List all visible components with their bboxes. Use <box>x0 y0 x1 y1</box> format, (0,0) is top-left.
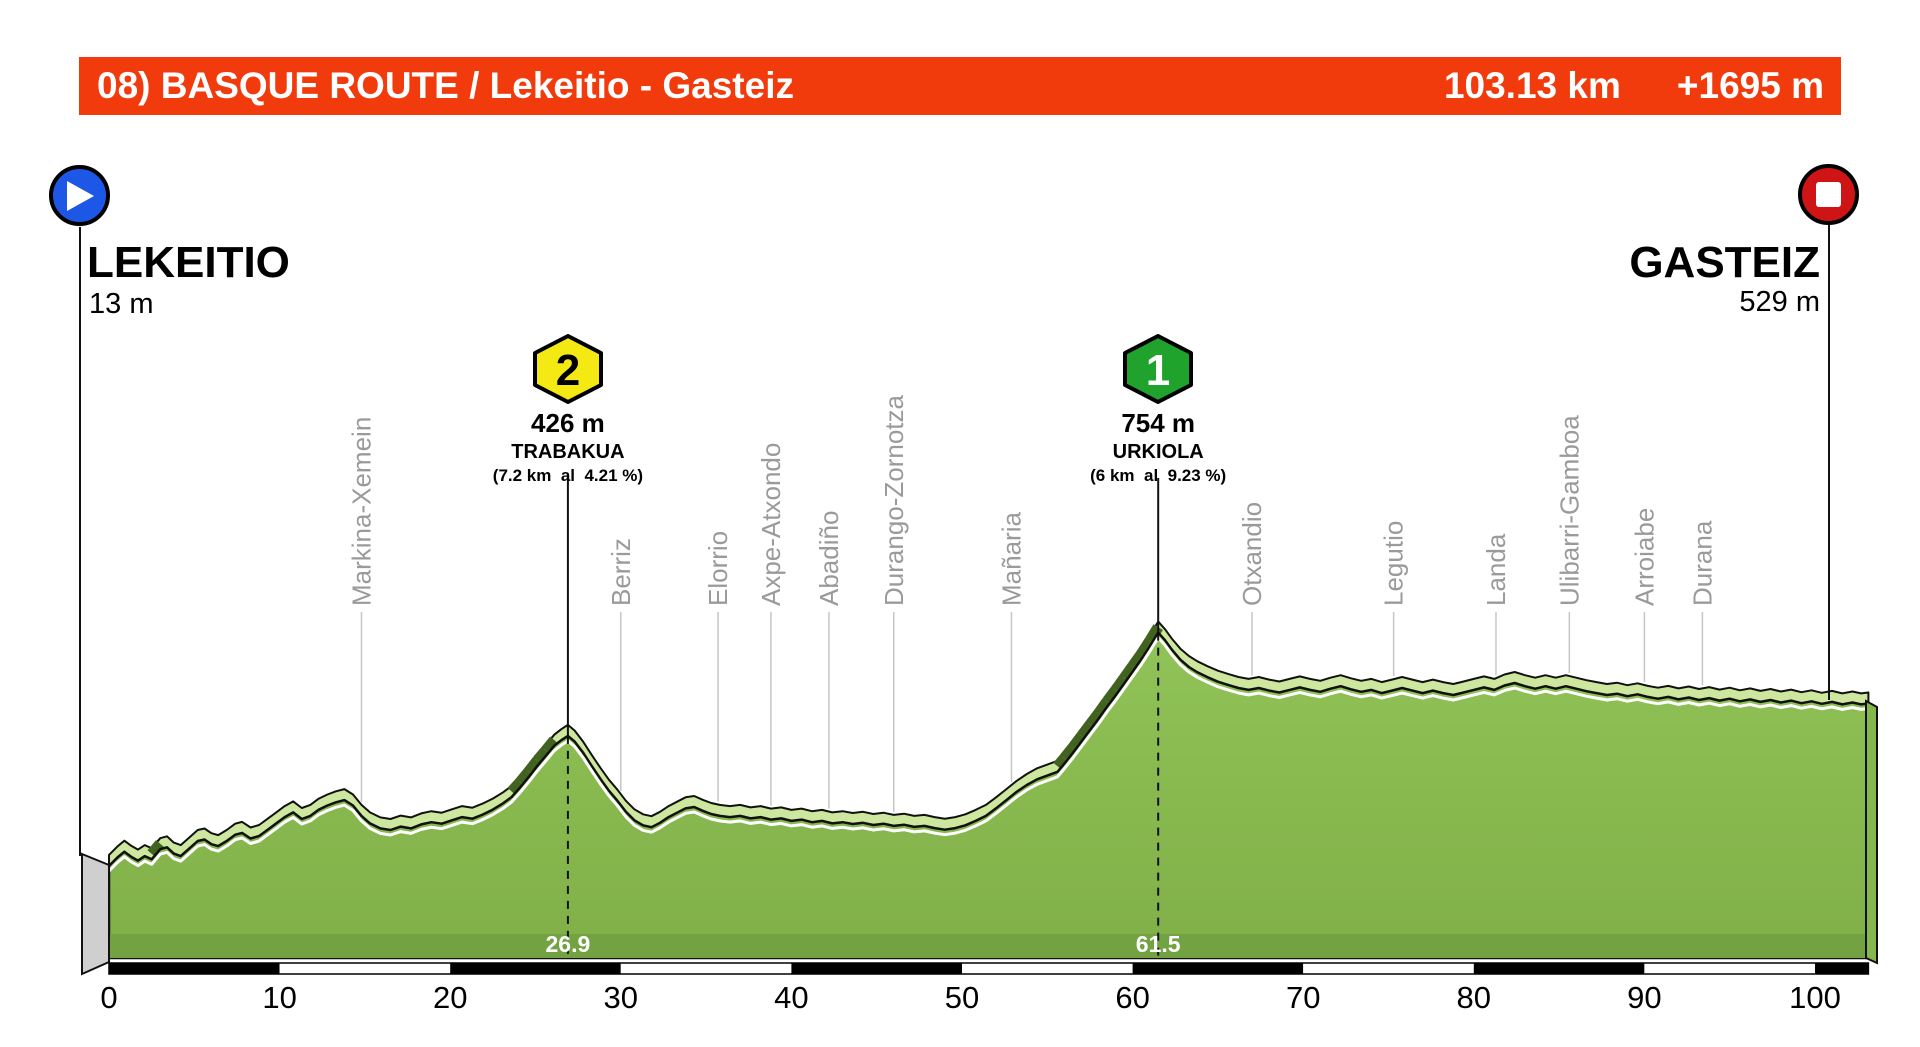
steep-slope-shade <box>524 757 542 776</box>
profile-bottom-band <box>109 934 1869 958</box>
town-label: Durana <box>1687 520 1717 606</box>
climb-detail: (7.2 km al 4.21 %) <box>492 466 644 485</box>
climb-detail: (6 km al 9.23 %) <box>1090 466 1227 485</box>
steep-slope-shade <box>533 746 550 765</box>
town-label: Legutio <box>1379 521 1409 606</box>
town-label: Mañaria <box>996 512 1026 606</box>
axis-tick-label: 30 <box>604 980 638 1015</box>
axis-bar-segment <box>620 963 792 974</box>
stage-distance: 103.13 km <box>1443 65 1621 106</box>
climb-name: URKIOLA <box>1112 441 1204 463</box>
axis-tick-label: 20 <box>433 980 467 1015</box>
summit-km-label: 61.5 <box>1136 931 1181 957</box>
axis-bar-segment <box>1473 963 1645 974</box>
finish-elevation: 529 m <box>1739 286 1820 318</box>
finish-marker <box>1798 164 1859 225</box>
summit-km-label: 26.9 <box>546 931 591 957</box>
steep-slope-shade <box>1144 624 1163 644</box>
town-label: Abadiño <box>814 511 844 606</box>
category-number: 1 <box>1146 346 1170 395</box>
finish-name: GASTEIZ <box>1629 238 1820 287</box>
steep-slope-shade <box>507 778 525 796</box>
steep-slope-shade <box>1077 721 1095 740</box>
climb-elevation: 426 m <box>531 408 605 438</box>
axis-bar-segment <box>1132 963 1304 974</box>
axis-tick-label: 40 <box>774 980 808 1015</box>
axis-tick-label: 90 <box>1627 980 1661 1015</box>
axis-bar-segment <box>962 963 1133 974</box>
axis-bar-segment <box>791 963 962 974</box>
axis-tick-label: 10 <box>262 980 296 1015</box>
axis-bar-segment <box>279 963 451 974</box>
town-label: Durango-Zornotza <box>879 394 909 606</box>
axis-bar-segment <box>1644 963 1815 974</box>
stage-title: 08) BASQUE ROUTE / Lekeitio - Gasteiz <box>97 65 794 106</box>
stop-icon <box>1816 182 1841 207</box>
steep-slope-shade <box>1102 686 1120 705</box>
axis-bar-segment <box>450 963 621 974</box>
steep-slope-shade <box>1085 710 1103 729</box>
climb-name: TRABAKUA <box>511 441 625 463</box>
category-1-hexagon-icon: 1 <box>1123 334 1194 404</box>
steep-slope-shade <box>1094 698 1112 717</box>
steep-slope-shade <box>1119 662 1138 682</box>
town-label: Axpe-Atxondo <box>756 443 786 606</box>
steep-slope-shade <box>515 768 533 786</box>
stage-banner: 08) BASQUE ROUTE / Lekeitio - Gasteiz 10… <box>79 57 1841 115</box>
axis-bar-segment <box>1815 963 1869 974</box>
steep-slope-shade <box>147 840 165 858</box>
town-label: Markina-Xemein <box>346 417 376 606</box>
axis-tick-label: 60 <box>1115 980 1149 1015</box>
start-marker <box>49 165 110 226</box>
axis-bar-border <box>108 962 1870 975</box>
axis-bar-segment <box>1303 963 1474 974</box>
distance-axis-layer <box>108 962 1870 975</box>
axis-tick-label: 70 <box>1286 980 1320 1015</box>
axis-tick-label: 100 <box>1789 980 1841 1015</box>
stage-elevation-gain: +1695 m <box>1676 65 1824 106</box>
steep-slope-shade <box>1128 651 1146 670</box>
profile-left-face <box>81 852 110 976</box>
summit-lines-layer: 26.9 61.5 <box>79 224 1830 958</box>
climb-marker-urkiola: 1 754 m URKIOLA (6 km al 9.23 %) <box>998 334 1318 484</box>
steep-slope-shade <box>1068 732 1086 751</box>
axis-tick-label: 80 <box>1457 980 1491 1015</box>
axis-bar-segment <box>109 963 280 974</box>
profile-area-layer <box>81 620 1878 976</box>
climb-marker-trabakua: 2 426 m TRABAKUA (7.2 km al 4.21 %) <box>408 334 728 484</box>
town-label: Ulibarri-Gamboa <box>1554 415 1584 606</box>
play-icon <box>66 180 94 211</box>
steep-slope-shade <box>541 736 559 755</box>
steep-slope-shade <box>1053 754 1069 770</box>
steep-slope-shade <box>1136 638 1155 658</box>
category-number: 2 <box>556 346 580 395</box>
town-gridlines-layer: Markina-Xemein Berriz Elorrio Axpe-Atxondo A… <box>346 394 1717 812</box>
town-label: Elorrio <box>703 531 733 606</box>
steep-slope-shade <box>1111 674 1129 694</box>
profile-area <box>107 631 1870 960</box>
climb-elevation: 754 m <box>1121 408 1196 438</box>
chart-text-layer: 0 10 20 30 40 50 60 70 80 90 100 <box>100 980 1840 1015</box>
start-elevation: 13 m <box>89 288 154 320</box>
steep-slope-shade <box>1060 743 1078 762</box>
axis-tick-label: 50 <box>945 980 979 1015</box>
category-2-hexagon-icon: 2 <box>532 334 603 404</box>
town-label: Arroiabe <box>1629 508 1659 606</box>
town-label: Berriz <box>606 538 636 606</box>
profile-right-face <box>1865 699 1878 965</box>
profile-white-gap <box>107 636 1869 872</box>
start-name: LEKEITIO <box>87 238 290 287</box>
town-label: Landa <box>1481 533 1511 606</box>
axis-tick-label: 0 <box>100 980 117 1015</box>
town-label: Otxandio <box>1237 502 1267 606</box>
